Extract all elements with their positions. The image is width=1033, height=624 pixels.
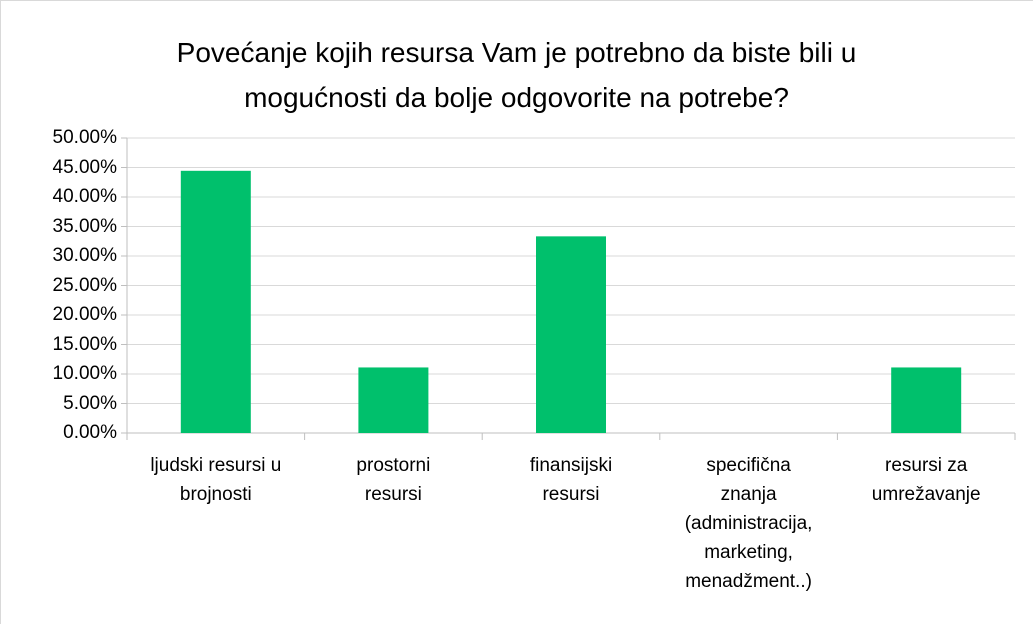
y-tick-label: 15.00% [52,333,117,355]
x-tick-label: ljudski resursi u brojnosti [150,455,282,505]
y-tick-label: 45.00% [52,156,117,178]
bar [891,367,962,433]
y-tick-label: 25.00% [52,274,117,296]
bar [358,367,429,433]
bar [536,236,606,433]
y-tick-label: 10.00% [52,363,117,384]
y-tick-label: 35.00% [52,215,117,237]
y-tick-label: 20.00% [52,304,117,325]
chart-title: Povećanje kojih resursa Vam je potrebno … [176,37,857,113]
y-tick-label: 0.00% [63,422,117,443]
x-tick-label: prostorni resursi [356,455,431,505]
y-tick-label: 30.00% [52,245,117,266]
y-tick-label: 50.00% [52,127,117,148]
x-tick-label: resursi za umrežavanje [871,455,981,505]
y-tick-label: 40.00% [52,186,117,207]
x-tick-label: specifična znanja (administracija, marke… [684,455,813,592]
y-tick-label: 5.00% [63,392,117,414]
x-tick-label: finansijski resursi [529,455,613,505]
bar [180,170,251,433]
